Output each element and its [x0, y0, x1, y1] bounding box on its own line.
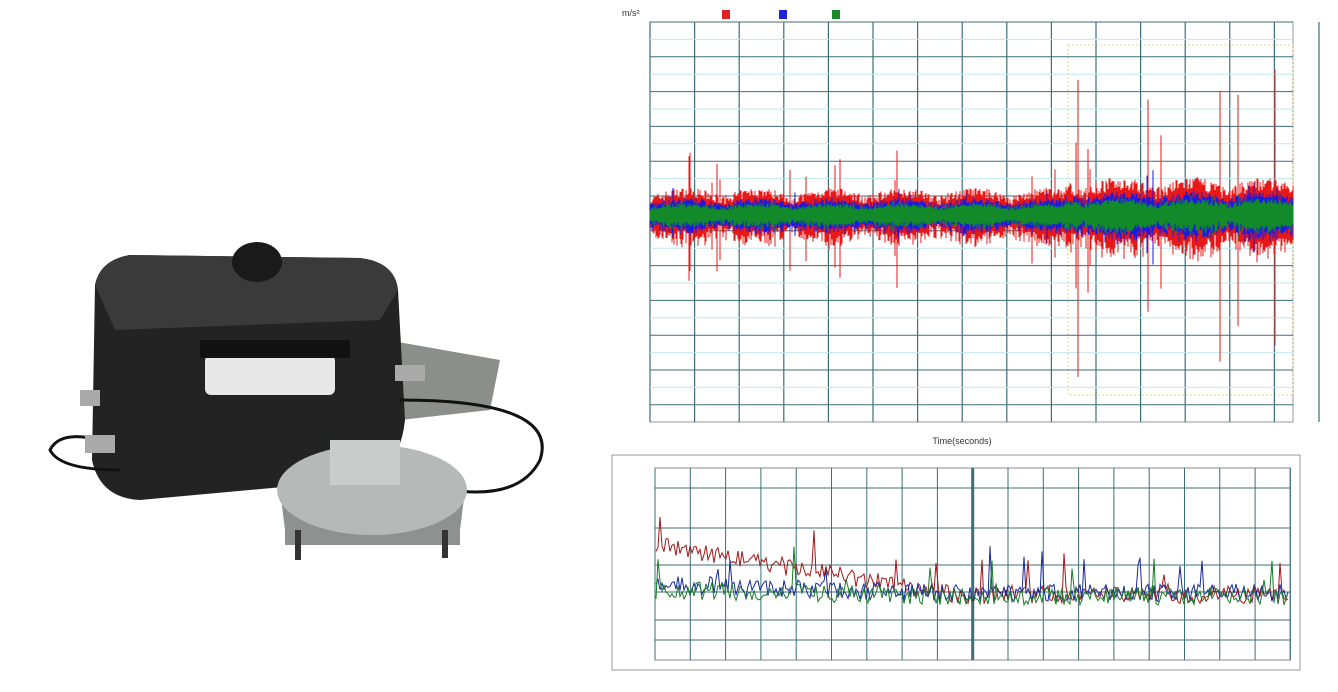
legend-swatch — [722, 10, 730, 19]
x-axis-label: Time(seconds) — [932, 436, 991, 446]
y-unit: m/s² — [622, 8, 640, 18]
sensor-plate — [277, 445, 467, 535]
connector — [85, 435, 115, 453]
handle — [200, 340, 350, 358]
cable — [48, 435, 121, 472]
spectrum-illustration — [655, 546, 1289, 607]
gps-dome — [232, 242, 282, 282]
cable — [399, 398, 544, 494]
sensor — [330, 440, 400, 485]
waveform-illustration — [649, 193, 1294, 242]
connector — [395, 365, 425, 381]
bottom-chart — [611, 454, 1301, 671]
product-photo — [48, 242, 544, 560]
case-lid — [95, 255, 398, 330]
connector — [80, 390, 100, 406]
legend-swatch — [832, 10, 840, 19]
label-plate — [205, 355, 335, 395]
legend-swatch — [779, 10, 787, 19]
top-chart: m/s² Time(seconds) — [622, 8, 1320, 446]
